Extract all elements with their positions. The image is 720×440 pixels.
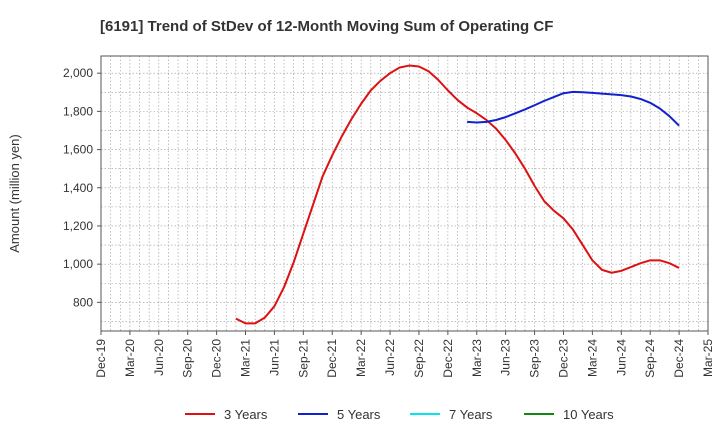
grid — [101, 56, 708, 331]
series-line — [235, 64, 680, 325]
y-tick-label: 2,000 — [63, 66, 93, 80]
x-tick-label: Sep-22 — [412, 339, 426, 378]
x-tick-label: Sep-24 — [643, 339, 657, 378]
x-tick-label: Jun-22 — [383, 339, 397, 376]
series-line — [467, 90, 680, 127]
x-tick-label: Dec-19 — [94, 339, 108, 378]
x-tick-label: Sep-20 — [181, 339, 195, 378]
legend-label: 7 Years — [449, 407, 493, 422]
x-tick-label: Jun-20 — [152, 339, 166, 376]
y-axis-label: Amount (million yen) — [7, 134, 22, 253]
x-tick-label: Dec-22 — [441, 339, 455, 378]
y-tick-label: 1,000 — [63, 257, 93, 271]
y-tick-label: 1,400 — [63, 181, 93, 195]
x-tick-label: Sep-23 — [528, 339, 542, 378]
series-layer — [235, 64, 680, 325]
legend-label: 10 Years — [563, 407, 614, 422]
x-tick-label: Mar-25 — [701, 339, 715, 377]
y-tick-label: 1,600 — [63, 143, 93, 157]
chart-title: [6191] Trend of StDev of 12-Month Moving… — [100, 18, 553, 35]
y-tick-label: 1,200 — [63, 219, 93, 233]
y-tick-label: 1,800 — [63, 104, 93, 118]
x-tick-label: Dec-24 — [672, 339, 686, 378]
plot-frame — [100, 55, 709, 332]
x-tick-label: Dec-23 — [556, 339, 570, 378]
x-tick-label: Mar-21 — [239, 339, 253, 377]
x-tick-label: Mar-24 — [585, 339, 599, 377]
legend: 3 Years 5 Years 7 Years 10 Years — [185, 407, 614, 422]
legend-label: 5 Years — [337, 407, 381, 422]
x-tick-label: Sep-21 — [296, 339, 310, 378]
y-axis: 800 1,000 1,200 1,400 1,600 1,800 2,000 — [63, 66, 101, 309]
x-tick-label: Dec-21 — [325, 339, 339, 378]
x-tick-label: Dec-20 — [210, 339, 224, 378]
x-tick-label: Jun-23 — [499, 339, 513, 376]
x-tick-label: Mar-22 — [354, 339, 368, 377]
x-tick-label: Mar-23 — [470, 339, 484, 377]
y-tick-label: 800 — [73, 295, 93, 309]
x-tick-label: Mar-20 — [123, 339, 137, 377]
legend-label: 3 Years — [224, 407, 268, 422]
x-tick-label: Jun-24 — [614, 339, 628, 376]
x-tick-label: Jun-21 — [267, 339, 281, 376]
x-axis: Dec-19 Mar-20 Jun-20 Sep-20 Dec-20 Mar-21 Jun-… — [94, 331, 715, 378]
